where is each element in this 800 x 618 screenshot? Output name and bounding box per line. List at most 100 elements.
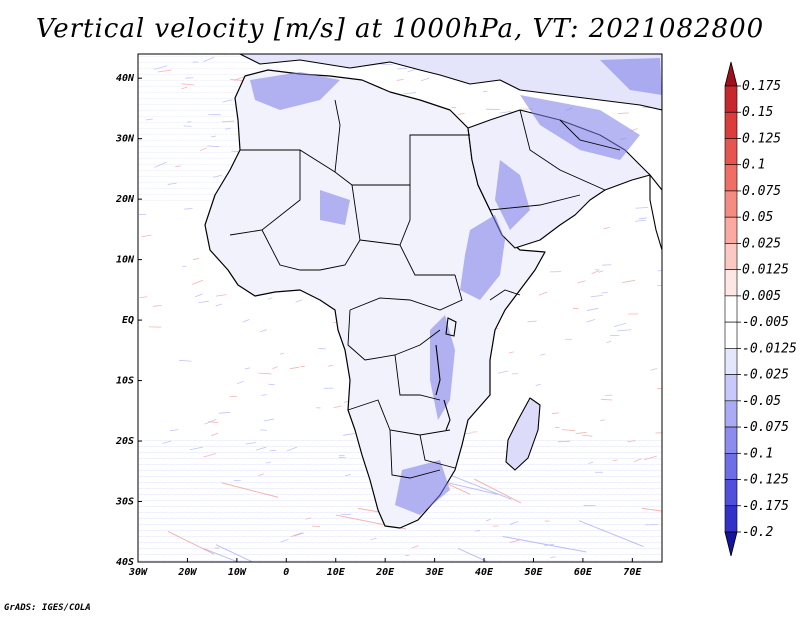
velocity-streak bbox=[499, 110, 512, 114]
velocity-streak bbox=[154, 161, 167, 168]
velocity-streak bbox=[230, 79, 244, 81]
velocity-streak bbox=[267, 297, 273, 300]
velocity-streak bbox=[184, 208, 193, 210]
colorbar-segment bbox=[724, 295, 738, 323]
europe-coastline bbox=[239, 54, 662, 111]
velocity-streak bbox=[622, 279, 635, 283]
velocity-streak bbox=[474, 478, 522, 504]
velocity-streak bbox=[191, 279, 204, 285]
colorbar-label: 0.025 bbox=[742, 236, 781, 251]
velocity-streak bbox=[540, 353, 546, 356]
y-tick-label: EQ bbox=[122, 315, 134, 326]
x-tick-label: 40E bbox=[475, 567, 494, 578]
colorbar: 0.175 0.15 0.125 0.1 0.075 0.05 0.025 0.0125 0.0… bbox=[724, 61, 797, 557]
colorbar-label: 0.05 bbox=[742, 210, 773, 225]
velocity-streak bbox=[396, 78, 404, 81]
colorbar-label: -0.2 bbox=[742, 525, 773, 540]
colorbar-segment bbox=[724, 85, 738, 113]
colorbar-label: -0.075 bbox=[742, 420, 789, 435]
velocity-streak bbox=[145, 118, 153, 121]
velocity-streak bbox=[638, 217, 647, 220]
colorbar-label: -0.175 bbox=[742, 499, 789, 514]
colorbar-segment bbox=[724, 348, 738, 375]
velocity-streak bbox=[598, 270, 604, 273]
velocity-streak bbox=[617, 329, 632, 332]
velocity-streak bbox=[272, 366, 278, 370]
velocity-streak bbox=[203, 453, 217, 458]
velocity-streak bbox=[578, 520, 644, 548]
velocity-streak bbox=[221, 120, 235, 123]
colorbar-label: -0.0125 bbox=[742, 341, 797, 356]
x-tick-label: 70E bbox=[623, 567, 642, 578]
colorbar-label: 0.125 bbox=[742, 131, 781, 146]
velocity-streak bbox=[255, 446, 267, 451]
colorbar-segment bbox=[724, 216, 738, 244]
velocity-streak bbox=[225, 127, 231, 130]
colorbar-segment bbox=[724, 190, 738, 218]
velocity-streak bbox=[591, 270, 599, 275]
velocity-streak bbox=[162, 440, 172, 444]
colorbar-label: 0.1 bbox=[742, 158, 765, 173]
velocity-streak bbox=[312, 525, 321, 528]
velocity-streak bbox=[575, 432, 587, 434]
colorbar-segment bbox=[724, 243, 738, 270]
y-tick-label: 10N bbox=[116, 255, 135, 266]
colorbar-segment bbox=[724, 479, 738, 507]
colorbar-segment bbox=[724, 505, 738, 533]
y-tick-label: 30S bbox=[115, 497, 134, 508]
colorbar-label: -0.005 bbox=[742, 315, 789, 330]
velocity-streak bbox=[421, 77, 430, 82]
velocity-streak bbox=[509, 539, 520, 543]
velocity-streak bbox=[612, 459, 618, 462]
velocity-streak bbox=[179, 359, 192, 362]
velocity-streak bbox=[561, 429, 576, 432]
x-tick-label: 0 bbox=[283, 567, 289, 578]
velocity-streak bbox=[403, 92, 417, 95]
velocity-streak bbox=[635, 206, 649, 209]
velocity-streak bbox=[169, 429, 179, 432]
colorbar-segment bbox=[724, 111, 738, 139]
lakes bbox=[435, 317, 457, 431]
velocity-streak bbox=[601, 398, 613, 401]
velocity-streak bbox=[404, 554, 410, 557]
colorbar-segment bbox=[724, 321, 738, 349]
velocity-streak bbox=[655, 432, 662, 434]
velocity-streak bbox=[586, 319, 596, 323]
colorbar-segment bbox=[724, 374, 738, 402]
colorbar-segment bbox=[724, 426, 738, 454]
velocity-streak bbox=[221, 482, 279, 498]
velocity-streak bbox=[263, 418, 274, 422]
y-tick-label: 30N bbox=[115, 134, 135, 145]
velocity-streak bbox=[328, 364, 333, 367]
y-tick-label: 10S bbox=[116, 376, 134, 387]
x-tick-label: 10E bbox=[327, 567, 346, 578]
colorbar-label: 0.0125 bbox=[742, 263, 789, 278]
velocity-streak bbox=[577, 280, 586, 284]
velocity-streak bbox=[258, 372, 272, 375]
velocity-streak bbox=[259, 329, 267, 333]
x-tick-label: 10W bbox=[228, 567, 247, 578]
velocity-streak bbox=[627, 440, 636, 443]
velocity-streak bbox=[552, 412, 559, 414]
velocity-streak bbox=[641, 507, 662, 512]
colorbar-label: 0.15 bbox=[742, 105, 773, 120]
colorbar-segment bbox=[724, 138, 738, 166]
velocity-streak bbox=[167, 530, 215, 555]
velocity-streak bbox=[175, 165, 181, 168]
velocity-streak bbox=[265, 461, 272, 464]
colorbar-label: -0.125 bbox=[742, 473, 789, 488]
colorbar-segment bbox=[724, 400, 738, 428]
velocity-streak bbox=[601, 292, 608, 294]
velocity-streak bbox=[218, 412, 230, 414]
x-tick-label: 50E bbox=[524, 567, 543, 578]
velocity-streak bbox=[194, 293, 203, 298]
velocity-streak bbox=[380, 63, 393, 66]
velocity-streak bbox=[590, 294, 603, 298]
velocity-streak bbox=[370, 537, 377, 540]
velocity-streak bbox=[233, 75, 246, 81]
velocity-streak bbox=[305, 517, 312, 520]
velocity-streak bbox=[242, 318, 250, 323]
velocity-streak bbox=[497, 370, 509, 374]
india-coastline bbox=[649, 173, 662, 251]
